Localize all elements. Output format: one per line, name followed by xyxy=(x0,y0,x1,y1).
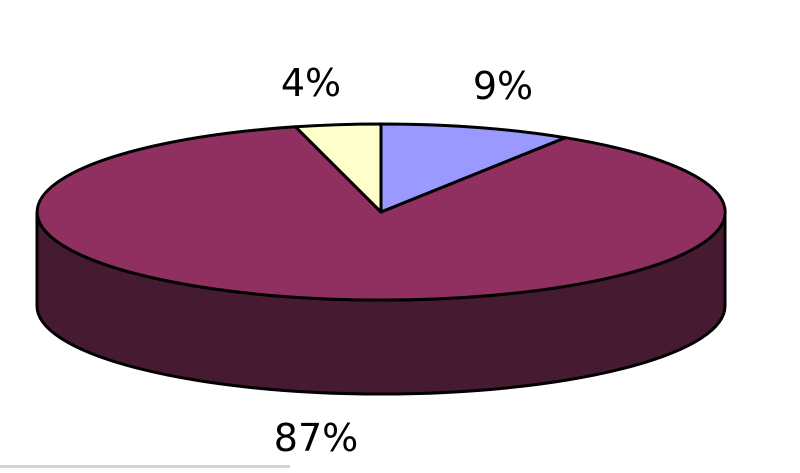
slice-label-4: 4% xyxy=(281,61,341,105)
pie-top-layer xyxy=(35,122,727,302)
slice-label-9: 9% xyxy=(473,64,533,108)
slice-label-87: 87% xyxy=(274,416,358,460)
pie-slice-9-percent xyxy=(379,122,567,214)
bottom-divider xyxy=(0,465,290,468)
